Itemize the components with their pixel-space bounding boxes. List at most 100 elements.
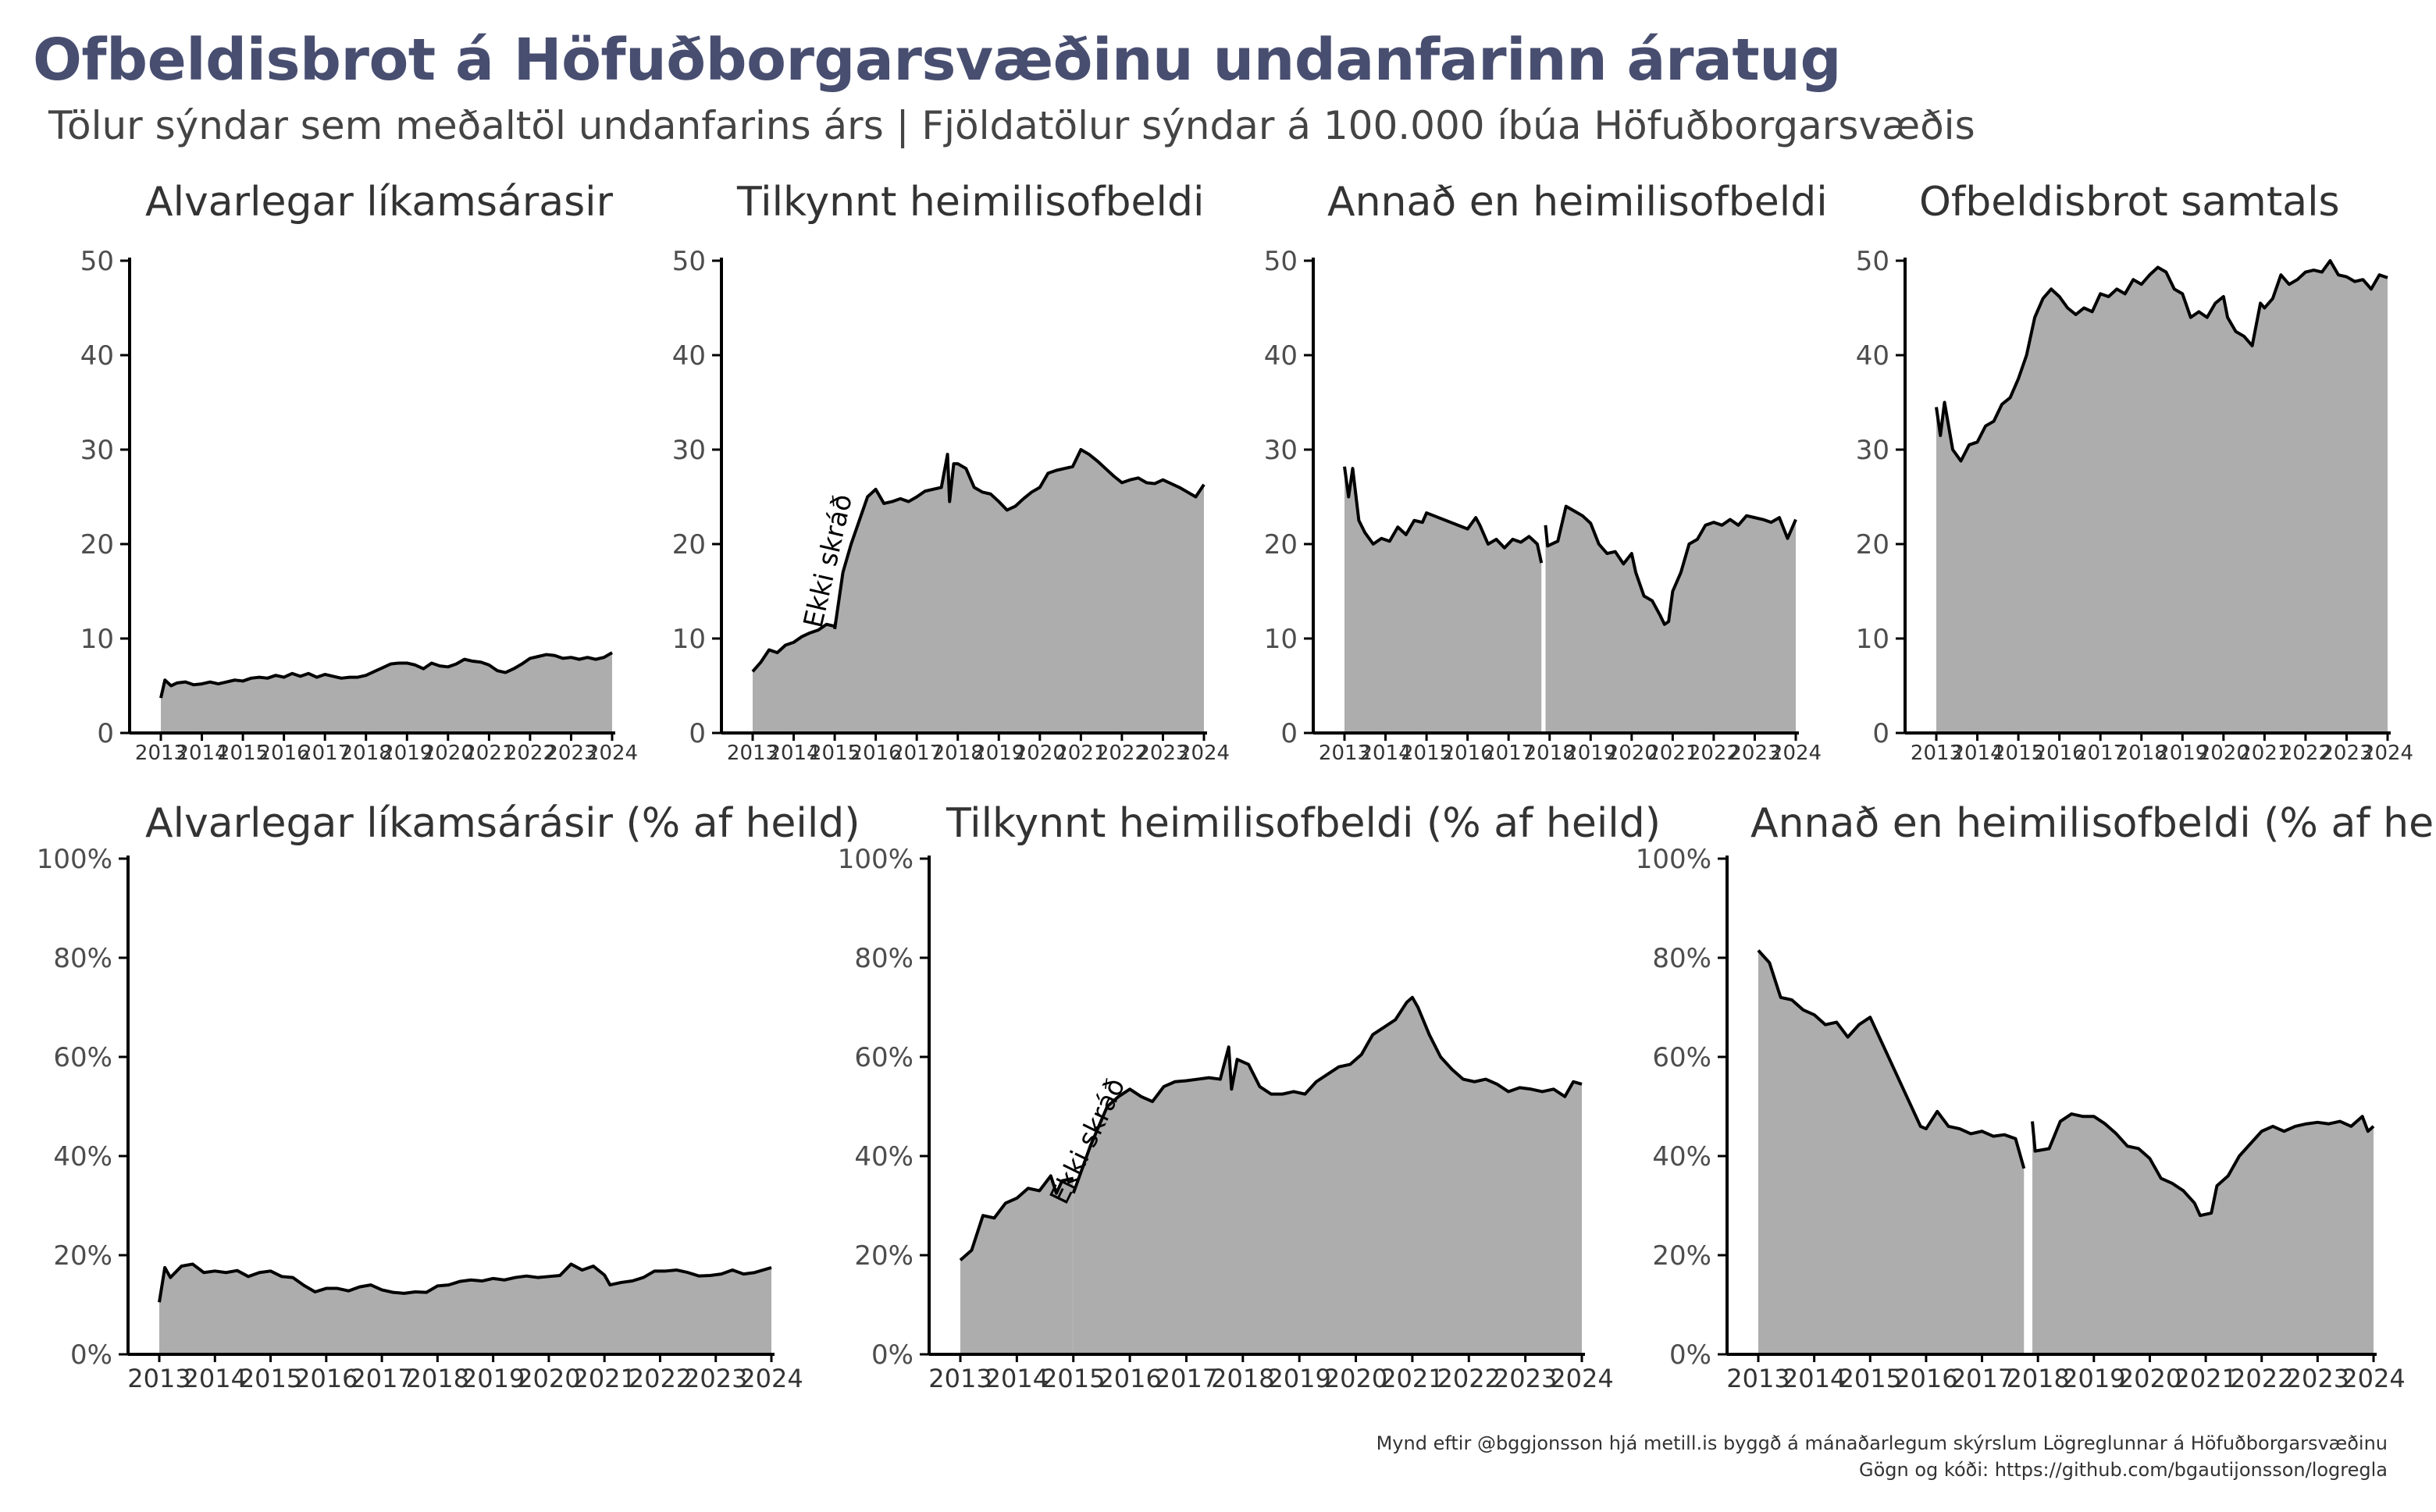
y-tick-label: 100% xyxy=(1636,844,1711,875)
x-tick-label: 2021 xyxy=(1055,742,1106,765)
x-tick-label: 2013 xyxy=(127,1364,191,1393)
panel-title: Annað en heimilisofbeldi xyxy=(1327,179,1828,226)
x-tick-label: 2014 xyxy=(183,1364,247,1393)
x-tick-label: 2015 xyxy=(217,742,269,765)
series-line xyxy=(833,448,1206,630)
series-line xyxy=(959,1174,1074,1261)
series-line xyxy=(1935,259,2388,463)
panel-6: Tilkynnt heimilisofbeldi (% af heild) 0% 2… xyxy=(838,800,1661,1393)
x-tick-label: 2020 xyxy=(517,1364,580,1393)
x-tick-label: 2020 xyxy=(2198,742,2249,765)
series-area xyxy=(1936,261,2388,733)
y-tick-label: 20% xyxy=(854,1240,914,1272)
y-tick-label: 40 xyxy=(1264,340,1298,372)
y-tick-label: 20 xyxy=(672,529,706,560)
x-tick-label: 2014 xyxy=(985,1364,1049,1393)
series-area xyxy=(960,1176,1074,1354)
x-tick-label: 2017 xyxy=(1950,1364,2014,1393)
series-area xyxy=(1344,466,1542,733)
series-area xyxy=(159,1264,771,1354)
x-tick-label: 2017 xyxy=(891,742,942,765)
caption-credit: Mynd eftir @bggjonsson hjá metill.is byg… xyxy=(1376,1432,2388,1454)
y-tick-label: 50 xyxy=(1856,246,1889,277)
x-tick-label: 2022 xyxy=(2230,1364,2293,1393)
y-tick-label: 60% xyxy=(1652,1042,1711,1073)
x-tick-label: 2019 xyxy=(1267,1364,1330,1393)
x-tick-label: 2024 xyxy=(2342,1364,2405,1393)
series-line xyxy=(1757,949,2026,1169)
panel-7: Annað en heimilisofbeldi (% af heild) 0% 2… xyxy=(1636,800,2436,1393)
y-tick-label: 40 xyxy=(672,340,706,372)
x-tick-label: 2015 xyxy=(239,1364,302,1393)
x-tick-label: 2021 xyxy=(1647,742,1698,765)
x-tick-label: 2019 xyxy=(973,742,1024,765)
x-tick-label: 2018 xyxy=(1524,742,1576,765)
x-tick-label: 2020 xyxy=(1014,742,1066,765)
panel-title: Annað en heimilisofbeldi (% af heild) xyxy=(1750,800,2436,847)
x-tick-label: 2014 xyxy=(176,742,227,765)
y-tick-label: 60% xyxy=(854,1042,914,1073)
x-tick-label: 2013 xyxy=(727,742,778,765)
x-tick-label: 2023 xyxy=(1494,1364,1557,1393)
y-tick-label: 0% xyxy=(70,1339,112,1371)
small-multiples-chart: Alvarlegar líkamsárasir01020304050201320… xyxy=(37,179,2436,1393)
y-tick-label: 40% xyxy=(854,1141,914,1172)
x-tick-label: 2015 xyxy=(1401,742,1452,765)
x-tick-label: 2016 xyxy=(1098,1364,1161,1393)
chart-subtitle: Tölur sýndar sem meðaltöl undanfarins ár… xyxy=(48,103,1975,148)
panel-2: Tilkynnt heimilisofbeldi0102030405020132… xyxy=(672,179,1230,765)
x-tick-label: 2018 xyxy=(340,742,392,765)
y-tick-label: 100% xyxy=(838,844,914,875)
x-tick-label: 2024 xyxy=(2362,742,2413,765)
y-tick-label: 0 xyxy=(1872,718,1889,749)
y-tick-label: 40% xyxy=(1652,1141,1711,1172)
x-tick-label: 2020 xyxy=(1324,1364,1387,1393)
series-area xyxy=(1758,950,2025,1354)
x-tick-label: 2022 xyxy=(629,1364,692,1393)
y-tick-label: 20% xyxy=(53,1240,112,1272)
panel-title: Tilkynnt heimilisofbeldi xyxy=(736,179,1204,226)
x-tick-label: 2024 xyxy=(739,1364,803,1393)
y-tick-label: 80% xyxy=(53,943,112,974)
y-tick-label: 0 xyxy=(689,718,706,749)
series-area xyxy=(1545,506,1796,733)
panel-title: Ofbeldisbrot samtals xyxy=(1919,179,2340,226)
y-tick-label: 20 xyxy=(1264,529,1298,560)
x-tick-label: 2013 xyxy=(1911,742,1962,765)
x-tick-label: 2015 xyxy=(1993,742,2044,765)
y-tick-label: 50 xyxy=(80,246,114,277)
y-tick-label: 10 xyxy=(1856,624,1889,655)
series-area xyxy=(835,450,1204,733)
x-tick-label: 2020 xyxy=(2118,1364,2181,1393)
x-tick-label: 2016 xyxy=(2034,742,2085,765)
y-tick-label: 50 xyxy=(1264,246,1298,277)
x-tick-label: 2018 xyxy=(1211,1364,1274,1393)
x-tick-label: 2023 xyxy=(2286,1364,2349,1393)
y-tick-label: 80% xyxy=(854,943,914,974)
x-tick-label: 2023 xyxy=(2320,742,2372,765)
x-tick-label: 2016 xyxy=(294,1364,358,1393)
series-area xyxy=(753,610,839,733)
series-line xyxy=(158,1262,772,1303)
x-tick-label: 2019 xyxy=(1565,742,1616,765)
panel-1: Alvarlegar líkamsárasir01020304050201320… xyxy=(80,179,638,765)
y-tick-label: 40 xyxy=(1856,340,1889,372)
x-tick-label: 2023 xyxy=(684,1364,747,1393)
series-area xyxy=(1073,997,1582,1354)
x-tick-label: 2024 xyxy=(1178,742,1230,765)
x-tick-label: 2019 xyxy=(461,1364,525,1393)
x-tick-label: 2014 xyxy=(1359,742,1411,765)
x-tick-label: 2023 xyxy=(1137,742,1188,765)
y-tick-label: 0% xyxy=(1669,1339,1711,1371)
x-tick-label: 2013 xyxy=(928,1364,992,1393)
y-tick-label: 0 xyxy=(1280,718,1298,749)
x-tick-label: 2022 xyxy=(504,742,556,765)
panel-title: Alvarlegar líkamsárasir xyxy=(145,179,614,226)
y-tick-label: 0 xyxy=(97,718,114,749)
y-tick-label: 10 xyxy=(1264,624,1298,655)
panel-4: Ofbeldisbrot samtals01020304050201320142… xyxy=(1856,179,2413,765)
y-tick-label: 40% xyxy=(53,1141,112,1172)
series-area xyxy=(2032,1114,2374,1354)
x-tick-label: 2013 xyxy=(135,742,187,765)
series-line xyxy=(1343,466,1544,564)
